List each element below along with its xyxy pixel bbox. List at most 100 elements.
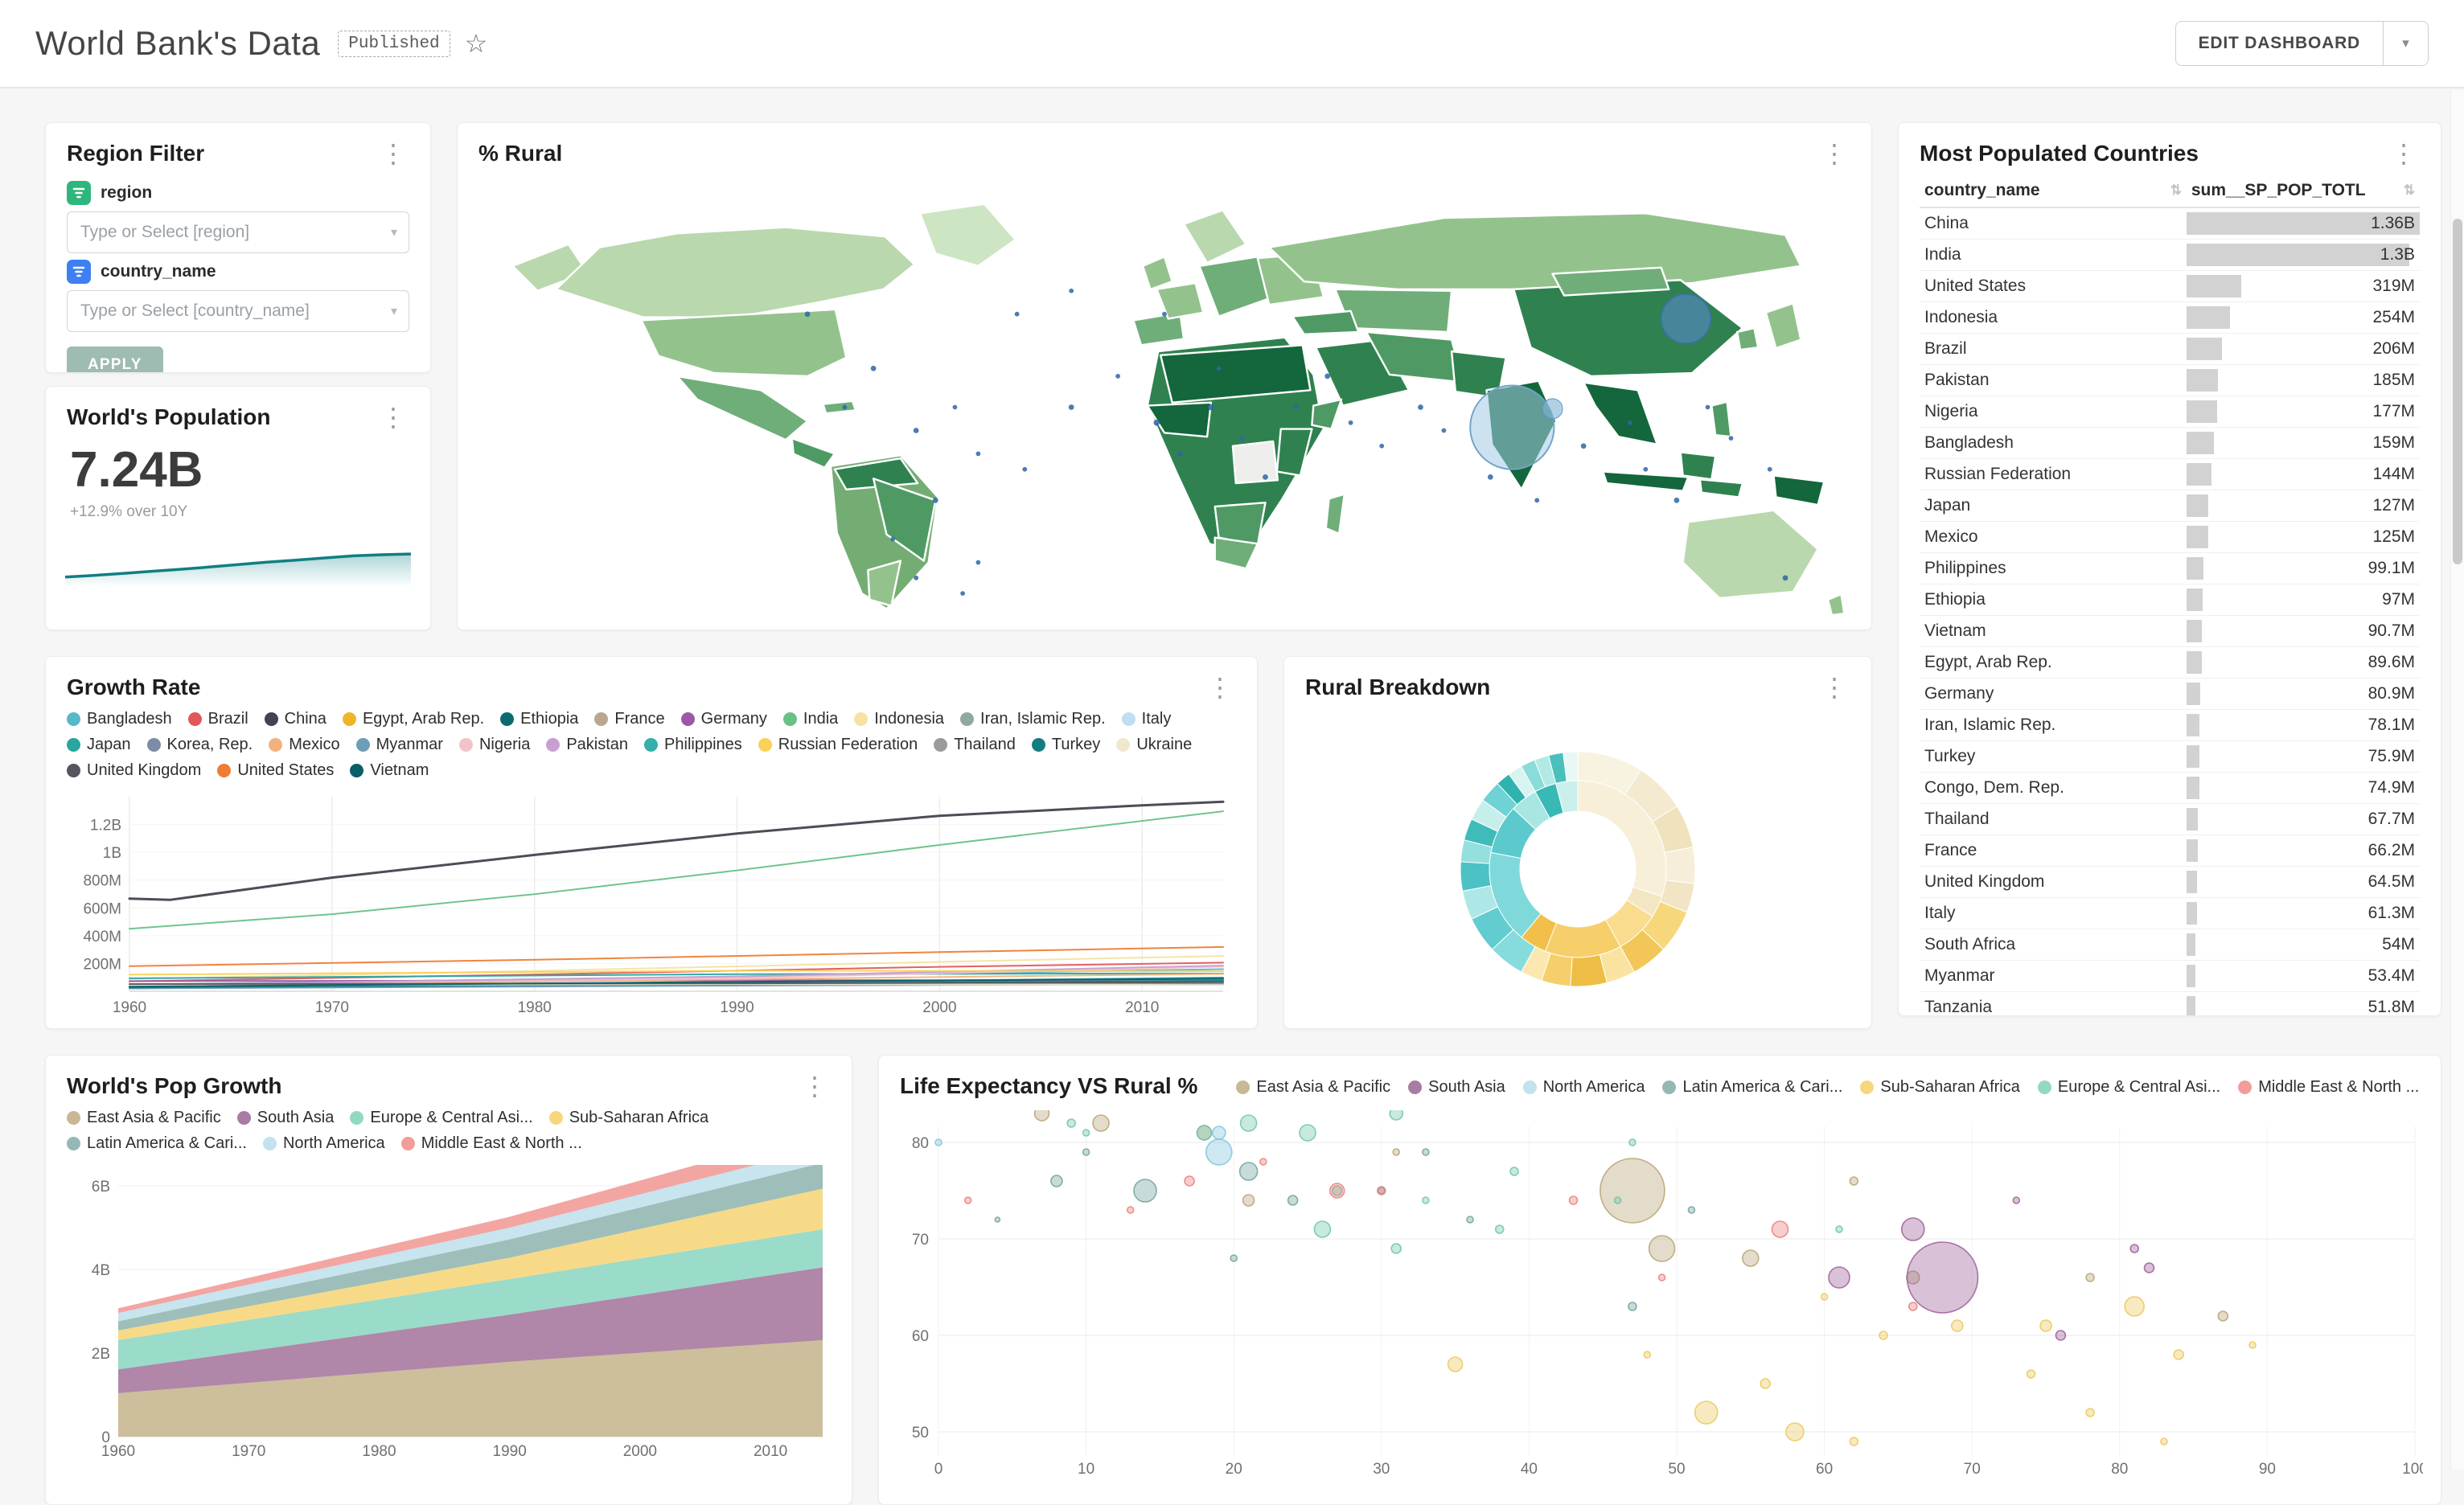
more-options-icon[interactable]: ⋮ xyxy=(2391,139,2417,168)
value-bar xyxy=(2186,212,2420,235)
edit-dashboard-button[interactable]: EDIT DASHBOARD xyxy=(2174,21,2384,66)
pop-growth-chart[interactable]: 0 2B 4B 6B 1960 1970 1980 1990 2000 2010 xyxy=(67,1165,829,1503)
legend-item[interactable]: South Asia xyxy=(236,1109,334,1127)
more-options-icon[interactable]: ⋮ xyxy=(802,1072,827,1101)
table-row[interactable]: Iran, Islamic Rep. 78.1M xyxy=(1920,710,2420,741)
table-column-header[interactable]: country_name ⇅ xyxy=(1924,181,2182,199)
legend-item[interactable]: Korea, Rep. xyxy=(146,736,253,754)
legend-item[interactable]: Europe & Central Asi... xyxy=(350,1109,533,1127)
rural-breakdown-donut[interactable] xyxy=(1304,708,1851,1023)
legend-item[interactable]: North America xyxy=(262,1134,385,1153)
table-row[interactable]: Congo, Dem. Rep. 74.9M xyxy=(1920,773,2420,804)
legend-item[interactable]: United Kingdom xyxy=(67,761,201,780)
legend-item[interactable]: Ukraine xyxy=(1116,736,1192,754)
legend-item[interactable]: Myanmar xyxy=(355,736,443,754)
table-row[interactable]: Japan 127M xyxy=(1920,490,2420,522)
edit-dropdown-caret-button[interactable]: ▾ xyxy=(2384,21,2429,66)
table-row[interactable]: France 66.2M xyxy=(1920,835,2420,867)
table-row[interactable]: Bangladesh 159M xyxy=(1920,428,2420,459)
table-row[interactable]: Germany 80.9M xyxy=(1920,679,2420,710)
legend-item[interactable]: Japan xyxy=(67,736,131,754)
table-row[interactable]: China 1.36B xyxy=(1920,208,2420,240)
legend-item[interactable]: Sub-Saharan Africa xyxy=(548,1109,708,1127)
table-row[interactable]: United Kingdom 64.5M xyxy=(1920,867,2420,898)
published-badge[interactable]: Published xyxy=(338,30,450,57)
table-row[interactable]: Mexico 125M xyxy=(1920,522,2420,553)
legend-item[interactable]: Middle East & North ... xyxy=(400,1134,582,1153)
legend-item[interactable]: South Asia xyxy=(1408,1078,1505,1097)
world-map[interactable] xyxy=(476,174,1853,618)
population-sparkline[interactable] xyxy=(65,535,411,587)
more-options-icon[interactable]: ⋮ xyxy=(1821,139,1847,168)
table-row[interactable]: Italy 61.3M xyxy=(1920,898,2420,929)
sort-icon[interactable]: ⇅ xyxy=(2403,182,2415,198)
legend-item[interactable]: Iran, Islamic Rep. xyxy=(960,710,1106,728)
table-row[interactable]: Turkey 75.9M xyxy=(1920,741,2420,773)
table-row[interactable]: Myanmar 53.4M xyxy=(1920,961,2420,992)
more-options-icon[interactable]: ⋮ xyxy=(2427,1073,2441,1099)
more-options-icon[interactable]: ⋮ xyxy=(380,139,406,168)
page-scrollbar-track[interactable] xyxy=(2450,90,2464,1470)
table-row[interactable]: Thailand 67.7M xyxy=(1920,804,2420,835)
legend-item[interactable]: Mexico xyxy=(269,736,340,754)
table-row[interactable]: United States 319M xyxy=(1920,271,2420,302)
table-row[interactable]: Vietnam 90.7M xyxy=(1920,616,2420,647)
value-bar xyxy=(2186,620,2203,642)
country-select[interactable]: Type or Select [country_name] ▾ xyxy=(67,290,409,332)
table-row[interactable]: Tanzania 51.8M xyxy=(1920,992,2420,1015)
legend-item[interactable]: Turkey xyxy=(1031,736,1100,754)
region-select[interactable]: Type or Select [region] ▾ xyxy=(67,211,409,253)
legend-item[interactable]: Bangladesh xyxy=(67,710,172,728)
legend-item[interactable]: North America xyxy=(1522,1078,1645,1097)
value-bar xyxy=(2186,745,2200,768)
population-big-number: 7.24B xyxy=(70,442,203,498)
legend-item[interactable]: Nigeria xyxy=(458,736,530,754)
legend-item[interactable]: Brazil xyxy=(187,710,248,728)
legend-item[interactable]: Pakistan xyxy=(546,736,628,754)
legend-item[interactable]: Italy xyxy=(1121,710,1171,728)
legend-item[interactable]: Egypt, Arab Rep. xyxy=(342,710,484,728)
legend-item[interactable]: East Asia & Pacific xyxy=(67,1109,221,1127)
legend-item[interactable]: Vietnam xyxy=(350,761,429,780)
table-row[interactable]: Russian Federation 144M xyxy=(1920,459,2420,490)
svg-text:4B: 4B xyxy=(92,1262,110,1279)
legend-item[interactable]: East Asia & Pacific xyxy=(1236,1078,1390,1097)
legend-item[interactable]: Latin America & Cari... xyxy=(67,1134,247,1153)
table-row[interactable]: Pakistan 185M xyxy=(1920,365,2420,396)
legend-item[interactable]: France xyxy=(594,710,665,728)
growth-rate-chart[interactable]: 200M 400M 600M 800M 1B 1.2B 1960 1970 1980 1990 20… xyxy=(67,789,1233,1015)
population-table: country_name ⇅ sum__SP_POP_TOTL ⇅ China 1.36B… xyxy=(1899,174,2441,1015)
legend-item[interactable]: Latin America & Cari... xyxy=(1662,1078,1842,1097)
legend-item[interactable]: Germany xyxy=(680,710,767,728)
table-column-header[interactable]: sum__SP_POP_TOTL ⇅ xyxy=(2191,181,2415,199)
favorite-star-icon[interactable]: ☆ xyxy=(464,29,488,58)
legend-item[interactable]: Sub-Saharan Africa xyxy=(1860,1078,2020,1097)
legend-item[interactable]: Thailand xyxy=(934,736,1016,754)
value-bar xyxy=(2186,400,2217,423)
table-row[interactable]: Indonesia 254M xyxy=(1920,302,2420,334)
sort-icon[interactable]: ⇅ xyxy=(2170,182,2182,198)
table-row[interactable]: Philippines 99.1M xyxy=(1920,553,2420,584)
legend-item[interactable]: India xyxy=(782,710,838,728)
legend-item[interactable]: Europe & Central Asi... xyxy=(2037,1078,2220,1097)
table-row[interactable]: South Africa 54M xyxy=(1920,929,2420,961)
legend-item[interactable]: United States xyxy=(217,761,334,780)
legend-item[interactable]: Ethiopia xyxy=(500,710,578,728)
table-row[interactable]: Egypt, Arab Rep. 89.6M xyxy=(1920,647,2420,679)
svg-text:0: 0 xyxy=(101,1429,110,1446)
legend-item[interactable]: Indonesia xyxy=(854,710,944,728)
legend-item[interactable]: China xyxy=(264,710,326,728)
legend-item[interactable]: Middle East & North ... xyxy=(2238,1078,2419,1097)
more-options-icon[interactable]: ⋮ xyxy=(1821,673,1847,702)
legend-item[interactable]: Russian Federation xyxy=(758,736,918,754)
apply-button[interactable]: APPLY xyxy=(67,347,163,372)
table-row[interactable]: Brazil 206M xyxy=(1920,334,2420,365)
page-scrollbar-thumb[interactable] xyxy=(2453,219,2462,564)
more-options-icon[interactable]: ⋮ xyxy=(1207,673,1233,702)
life-expectancy-chart[interactable]: 807060500102030405060708090100 xyxy=(895,1110,2423,1488)
more-options-icon[interactable]: ⋮ xyxy=(380,403,406,432)
table-row[interactable]: India 1.3B xyxy=(1920,240,2420,271)
table-row[interactable]: Ethiopia 97M xyxy=(1920,584,2420,616)
legend-item[interactable]: Philippines xyxy=(644,736,742,754)
table-row[interactable]: Nigeria 177M xyxy=(1920,396,2420,428)
